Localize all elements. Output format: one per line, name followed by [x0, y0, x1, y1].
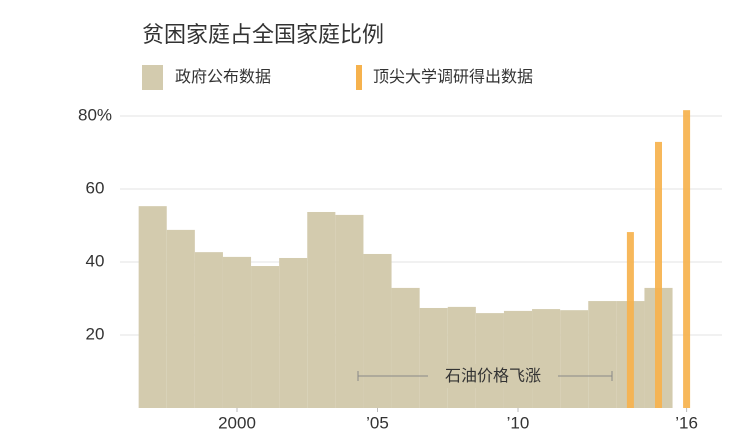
bar: [503, 310, 533, 408]
bar: [251, 266, 280, 408]
bar: [560, 310, 589, 408]
annotation-text: 石油价格飞涨: [445, 367, 541, 385]
annotation-bg: [428, 364, 558, 388]
bar: [335, 214, 364, 408]
bar: [307, 211, 336, 408]
bar: [279, 257, 308, 408]
bar: [447, 306, 476, 408]
bar: [683, 110, 691, 408]
legend-label: 顶尖大学调研得出数据: [373, 68, 533, 86]
x-tick-label: ’16: [675, 413, 698, 432]
bar: [475, 313, 504, 408]
x-tick-label: 2000: [218, 413, 256, 432]
y-tick-label: 20: [86, 324, 105, 343]
bar: [655, 141, 662, 409]
bar: [194, 252, 223, 408]
bar: [532, 309, 561, 408]
plot: 20 40 60 80% 2000 ’05 ’10 ’16 石油价格飞涨: [78, 105, 722, 432]
bar: [419, 307, 448, 408]
legend-swatch: [356, 65, 362, 90]
bar: [138, 206, 167, 408]
bar: [588, 301, 617, 408]
annotation: 石油价格飞涨: [357, 364, 613, 388]
bar: [166, 229, 195, 408]
y-tick-label: 60: [86, 178, 105, 197]
x-tick-label: ’05: [366, 413, 389, 432]
bar: [222, 256, 252, 408]
legend-swatch: [142, 65, 163, 90]
x-tick-label: ’10: [507, 413, 530, 432]
bar: [391, 287, 420, 408]
chart-title: 贫困家庭占全国家庭比例: [142, 22, 384, 47]
bar: [363, 253, 392, 408]
legend-label: 政府公布数据: [175, 68, 271, 86]
y-tick-label: 80%: [78, 105, 112, 124]
bar: [626, 232, 634, 408]
y-tick-label: 40: [86, 251, 105, 270]
